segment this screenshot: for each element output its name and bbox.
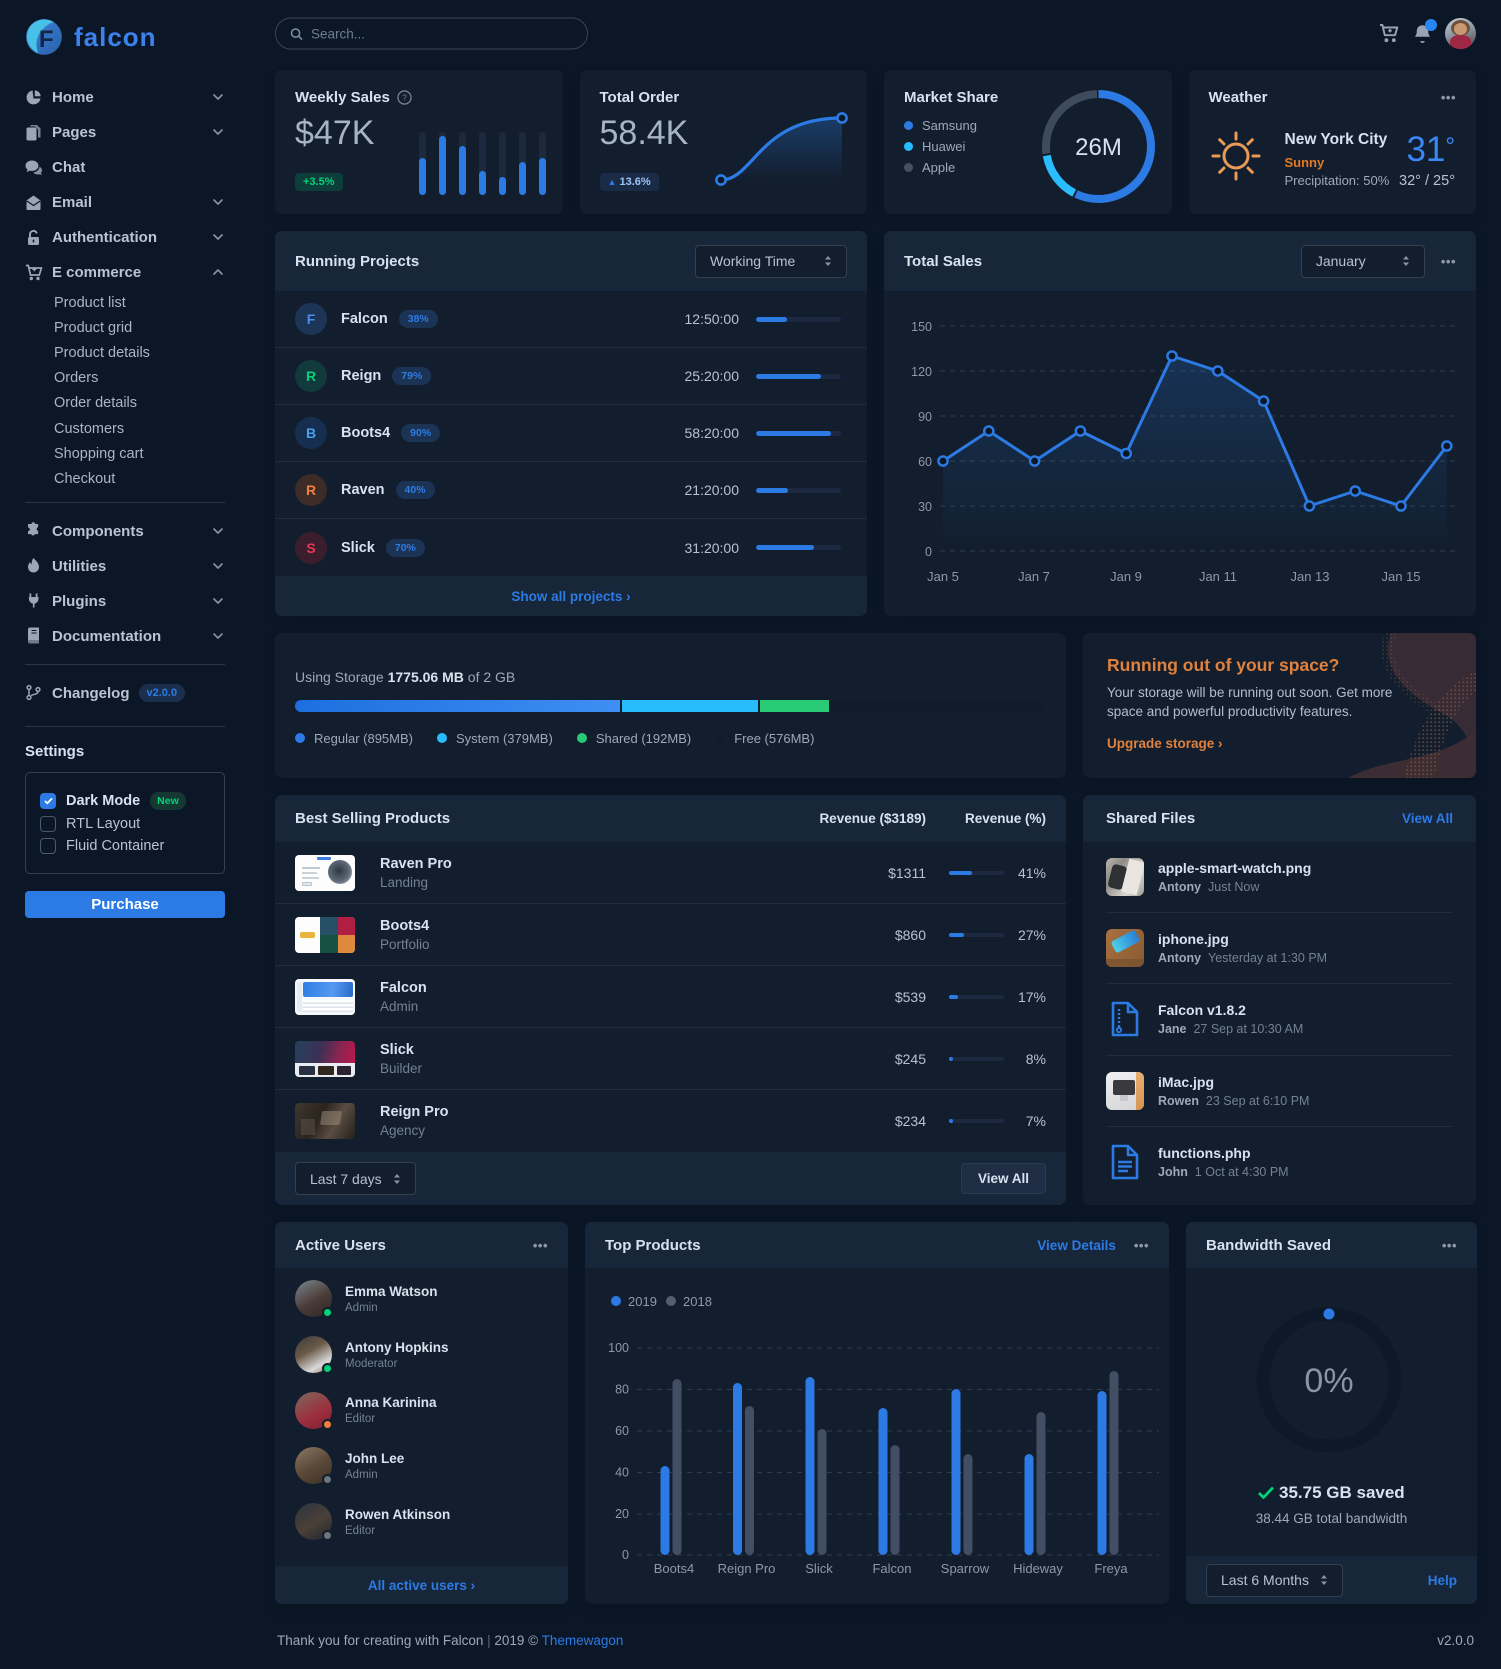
svg-text:Slick: Slick (805, 1561, 833, 1576)
svg-text:Falcon: Falcon (872, 1561, 911, 1576)
svg-text:20: 20 (615, 1507, 629, 1521)
svg-text:2018: 2018 (683, 1294, 712, 1309)
svg-text:F: F (39, 26, 54, 53)
svg-text:60: 60 (615, 1424, 629, 1438)
svg-text:Jan 11: Jan 11 (1199, 569, 1237, 584)
svg-text:120: 120 (911, 365, 932, 379)
svg-text:0: 0 (925, 545, 932, 559)
svg-text:Freya: Freya (1094, 1561, 1128, 1576)
svg-text:?: ? (402, 93, 407, 103)
svg-text:150: 150 (911, 320, 932, 334)
svg-text:Hideway: Hideway (1013, 1561, 1063, 1576)
svg-text:Sparrow: Sparrow (941, 1561, 990, 1576)
svg-text:0: 0 (622, 1548, 629, 1562)
svg-text:2019: 2019 (628, 1294, 657, 1309)
svg-text:60: 60 (918, 455, 932, 469)
svg-text:30: 30 (918, 500, 932, 514)
svg-text:0%: 0% (1304, 1362, 1353, 1400)
svg-text:80: 80 (615, 1383, 629, 1397)
svg-text:Jan 15: Jan 15 (1381, 569, 1420, 584)
svg-text:40: 40 (615, 1466, 629, 1480)
svg-text:Jan 13: Jan 13 (1290, 569, 1329, 584)
svg-text:100: 100 (608, 1341, 629, 1355)
svg-text:90: 90 (918, 410, 932, 424)
svg-text:Jan 7: Jan 7 (1018, 569, 1050, 584)
svg-text:26M: 26M (1075, 134, 1122, 161)
svg-text:Jan 9: Jan 9 (1110, 569, 1142, 584)
svg-text:Boots4: Boots4 (654, 1561, 694, 1576)
svg-text:Reign Pro: Reign Pro (718, 1561, 776, 1576)
svg-text:Jan 5: Jan 5 (927, 569, 959, 584)
